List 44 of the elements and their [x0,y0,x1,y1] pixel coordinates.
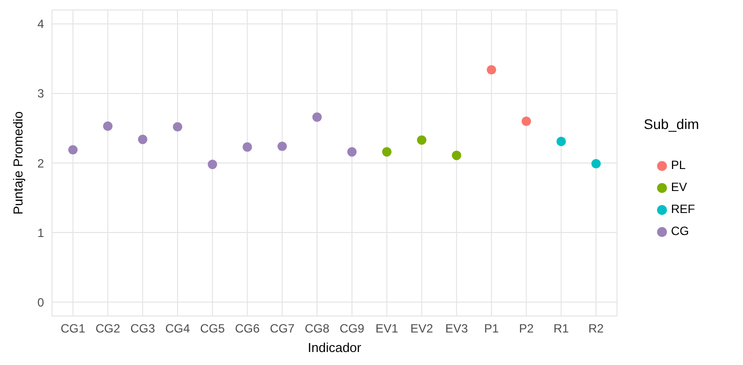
x-tick-label: CG1 [60,322,86,336]
legend-label: CG [671,224,689,238]
x-tick-label: EV2 [410,322,434,336]
point [591,158,601,168]
x-tick-label: R2 [588,322,604,336]
point [312,112,322,122]
x-tick-label: EV3 [445,322,468,336]
point [277,142,287,152]
x-tick-label: CG2 [95,322,120,336]
y-tick-label: 1 [37,226,44,240]
point [172,122,182,132]
x-tick-label: EV1 [375,322,398,336]
x-tick-label: CG7 [270,322,295,336]
point [242,142,252,152]
point [522,116,532,126]
point [208,160,218,170]
x-tick-label: P1 [484,322,500,336]
point [486,65,496,75]
x-tick-label: CG4 [165,322,190,336]
y-axis-title: Puntaje Promedio [10,111,26,215]
point [416,135,426,145]
point [68,145,78,154]
point [103,121,113,131]
x-tick-label: CG8 [304,322,330,336]
y-tick-label: 2 [37,156,44,170]
x-tick-label: CG3 [130,322,156,336]
x-tick-label: CG6 [234,322,260,336]
y-tick-label: 3 [37,86,44,101]
x-axis-title: Indicador [308,340,362,355]
x-tick-label: R1 [554,322,570,336]
legend-label: REF [671,202,695,216]
x-tick-label: CG5 [200,322,226,336]
point [347,147,357,157]
point [382,147,392,157]
y-tick-label: 0 [37,295,44,310]
point [452,150,462,160]
legend-label: EV [671,180,688,194]
point [138,134,148,144]
x-tick-label: CG9 [340,322,365,336]
x-tick-label: P2 [518,322,534,336]
legend-title: Sub_dim [644,116,699,132]
y-tick-label: 4 [37,17,44,32]
legend-label: PL [671,158,686,172]
point [556,136,566,146]
